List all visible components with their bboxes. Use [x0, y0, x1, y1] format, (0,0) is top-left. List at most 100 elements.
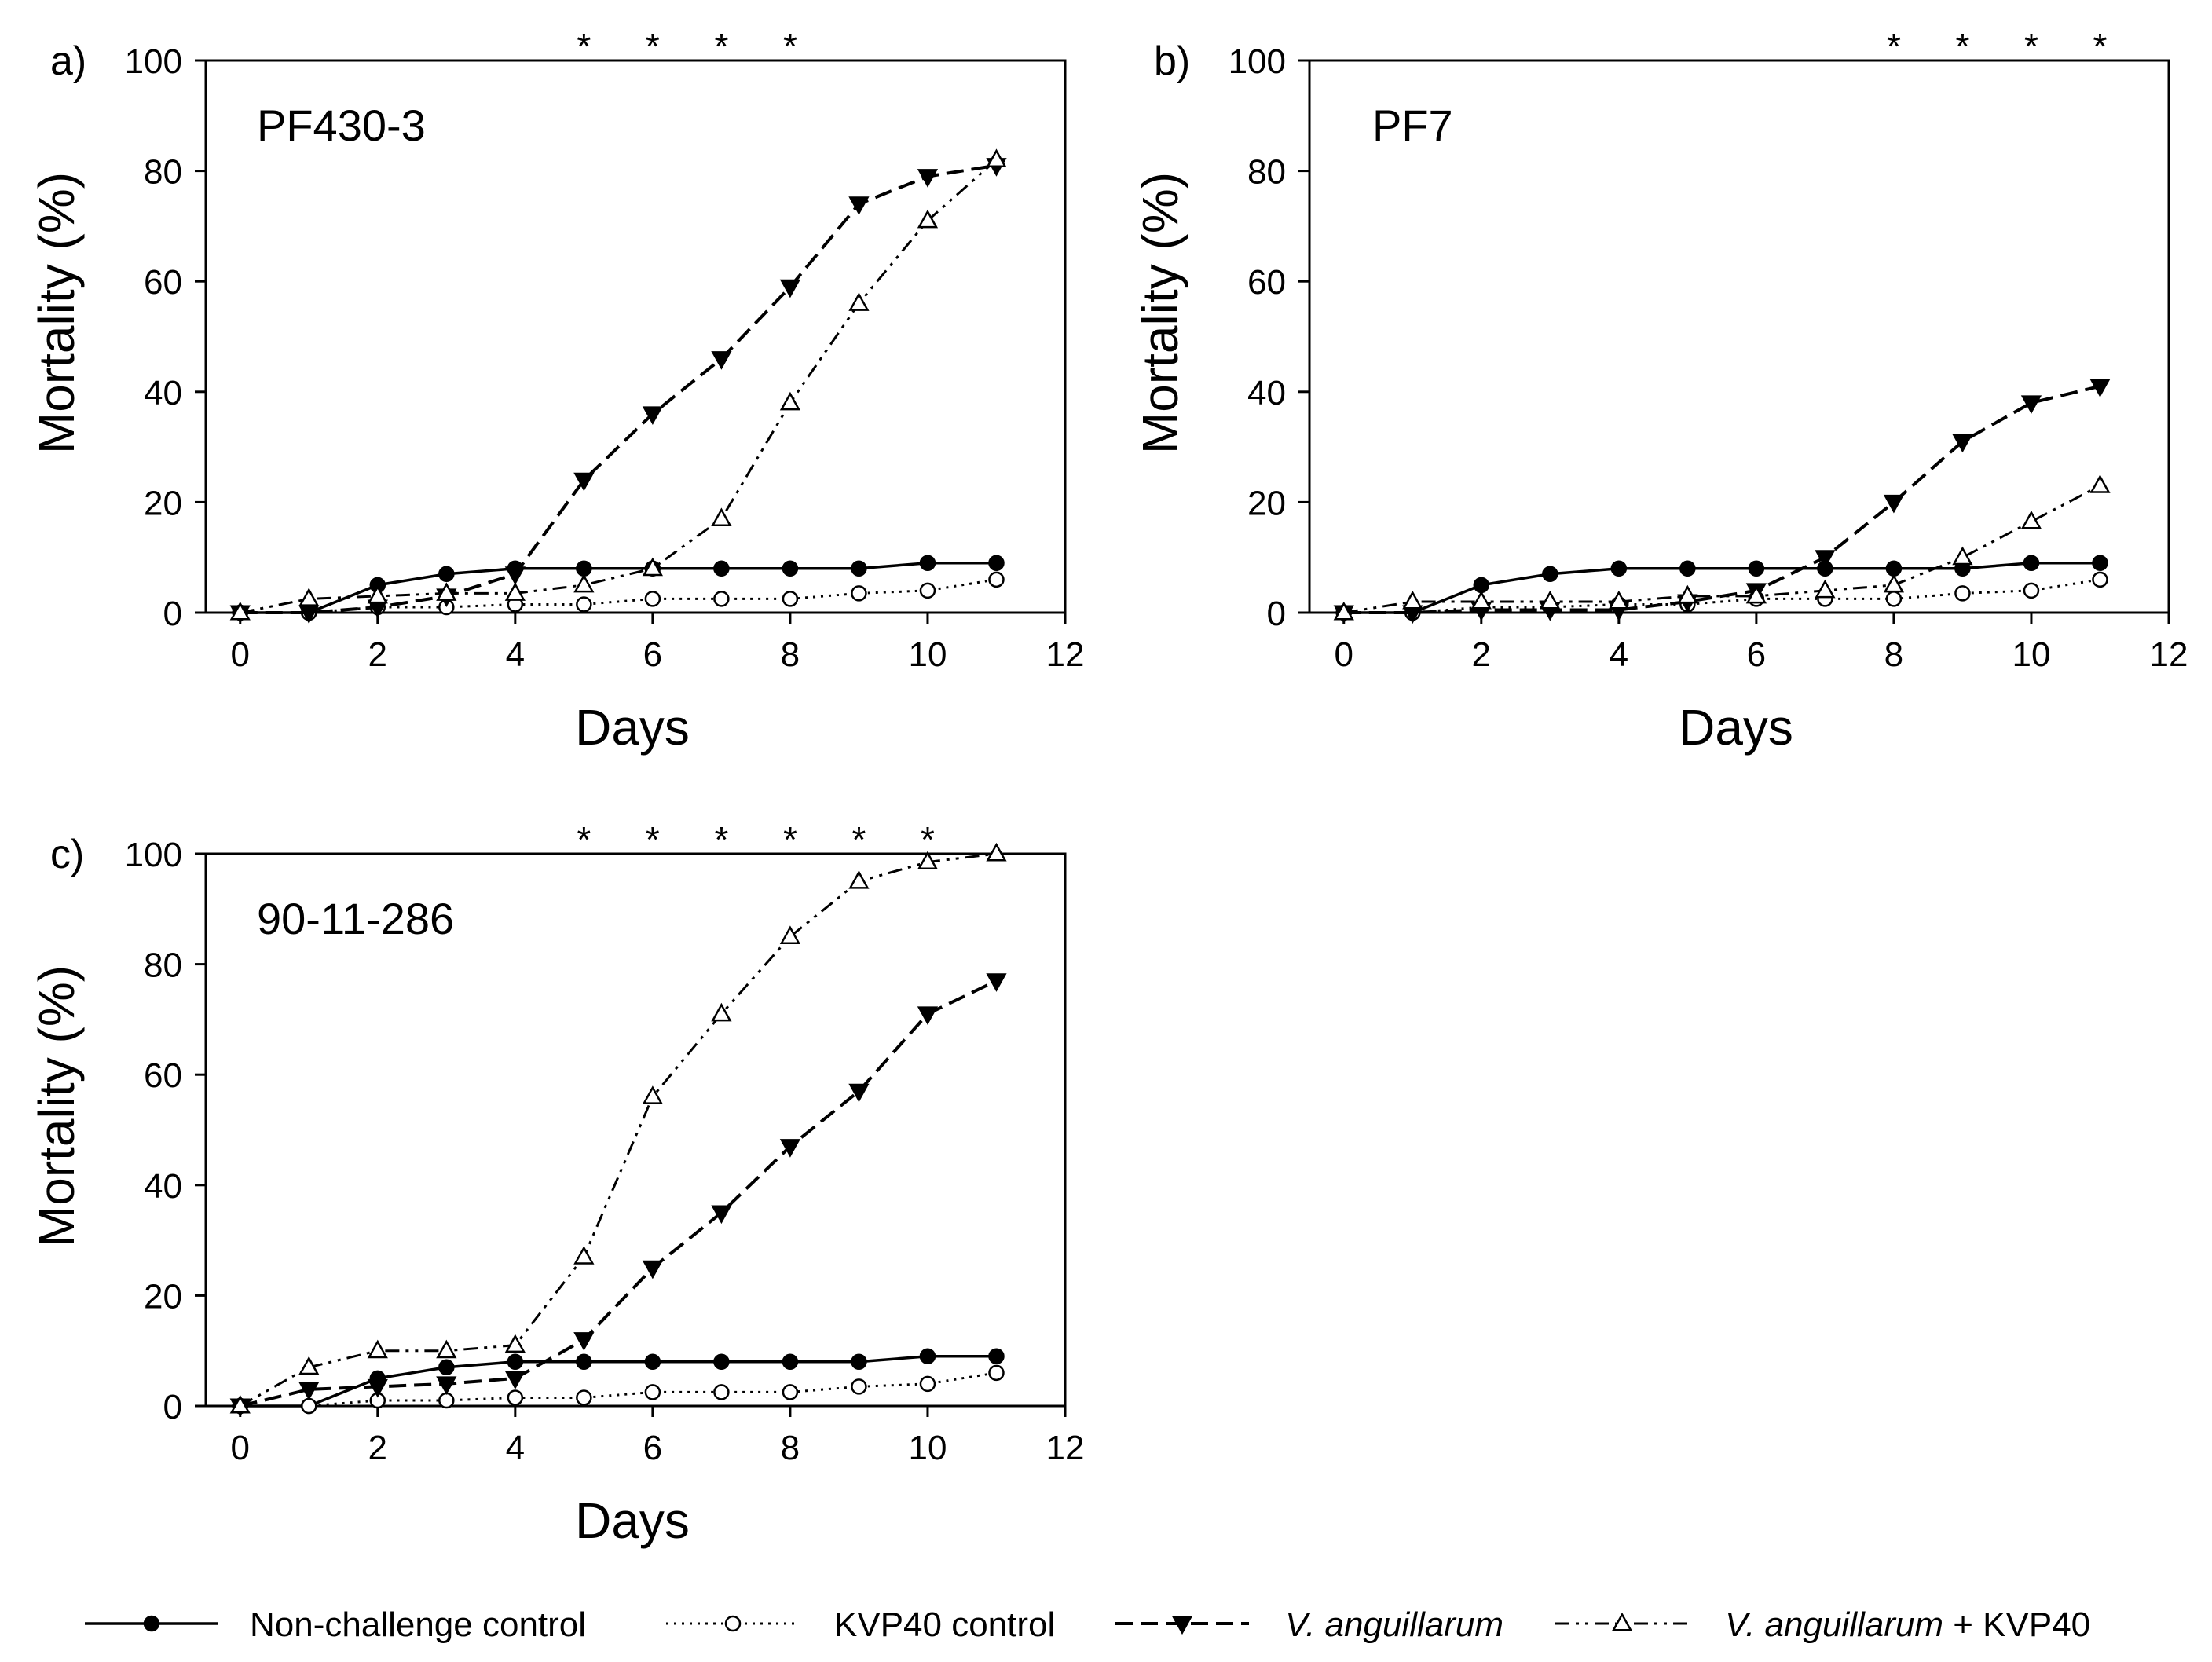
data-point-kvp [782, 1384, 799, 1400]
y-tick-label: 100 [125, 836, 182, 874]
data-point-kvp [713, 591, 730, 607]
data-point-vak [229, 601, 251, 621]
data-point-ncc [2092, 555, 2108, 571]
y-tick-label: 60 [1247, 263, 1286, 302]
x-tick-label: 8 [781, 635, 800, 674]
data-point-va [711, 351, 732, 370]
data-point-vak [1540, 590, 1561, 610]
data-point-vak [1608, 590, 1629, 610]
data-point-ncc [782, 1353, 799, 1371]
legend-marker-kvp [724, 1615, 742, 1632]
data-point-va [986, 973, 1007, 992]
x-tick-label: 4 [1610, 635, 1628, 674]
data-point-kvp [2092, 571, 2108, 588]
data-point-va [848, 1083, 870, 1103]
data-point-ncc [438, 566, 455, 583]
legend-marker-vak [1611, 1612, 1633, 1631]
legend-entry-ncc: Non-challenge control [85, 1605, 586, 1644]
data-point-ncc [576, 1353, 592, 1371]
y-tick-label: 40 [144, 1167, 182, 1206]
data-point-va [917, 1006, 939, 1025]
x-axis-label: Days [575, 699, 690, 756]
plot-frame [1308, 59, 2170, 614]
data-point-ncc [713, 1353, 730, 1371]
data-point-ncc [919, 1348, 936, 1364]
x-tick-label: 10 [908, 1429, 947, 1467]
x-tick-label: 6 [1747, 635, 1766, 674]
significance-star: * [577, 819, 591, 860]
data-point-vak [986, 842, 1007, 862]
data-point-kvp [851, 585, 867, 602]
y-tick-label: 40 [144, 374, 182, 412]
data-point-kvp [713, 1384, 730, 1400]
legend-marker-va [1171, 1616, 1193, 1635]
series-line-vak [1343, 484, 2101, 614]
data-point-kvp [919, 582, 936, 599]
data-point-ncc [507, 1353, 524, 1371]
data-point-ncc [2023, 555, 2040, 571]
data-point-vak [436, 1339, 457, 1359]
strain-label: 90-11-286 [257, 894, 454, 943]
data-point-va [779, 279, 801, 298]
data-point-kvp [988, 1364, 1005, 1382]
y-tick-label: 80 [144, 946, 182, 985]
y-tick-label: 60 [144, 1056, 182, 1095]
data-point-va [1883, 494, 1905, 514]
data-point-va [848, 196, 870, 215]
series-line-va [240, 163, 997, 614]
panel-label: b) [1154, 38, 1190, 84]
series-vak [1333, 474, 2111, 621]
data-point-kvp [507, 1389, 524, 1406]
x-tick-label: 2 [368, 635, 387, 674]
series-line-ncc [240, 1354, 997, 1408]
data-point-vak [1677, 584, 1698, 604]
data-point-vak [298, 1356, 320, 1375]
x-tick-label: 0 [1335, 635, 1353, 674]
data-point-ncc [1885, 560, 1903, 577]
data-point-vak [642, 1085, 664, 1104]
data-point-vak [573, 573, 595, 593]
series-vak [229, 148, 1007, 621]
strain-label: PF430-3 [257, 101, 426, 150]
data-point-vak [986, 148, 1007, 168]
x-tick-label: 12 [2150, 635, 2188, 674]
y-tick-label: 0 [163, 595, 182, 633]
data-point-vak [2089, 474, 2111, 493]
data-point-vak [1470, 590, 1492, 610]
series-va [1333, 379, 2111, 624]
series-line-va [1343, 384, 2100, 614]
legend-entry-va: V. anguillarum [1115, 1605, 1503, 1644]
data-point-vak [229, 1394, 251, 1414]
series-line-ncc [1343, 561, 2100, 614]
y-tick-label: 60 [144, 263, 182, 302]
series-line-vak [240, 159, 998, 614]
strain-label: PF7 [1372, 101, 1453, 150]
data-point-vak [436, 582, 457, 601]
data-point-kvp [2023, 582, 2040, 599]
data-point-va [779, 1139, 801, 1158]
plot-frame [204, 59, 1067, 614]
significance-star: * [783, 26, 797, 67]
y-tick-label: 80 [144, 153, 182, 192]
x-tick-label: 10 [2012, 635, 2050, 674]
data-point-kvp [1885, 591, 1903, 607]
panel-label: c) [50, 832, 84, 877]
data-point-va [436, 1376, 457, 1396]
series-va [229, 973, 1007, 1418]
data-point-vak [642, 557, 664, 577]
legend-label-italic: V. anguillarum [1725, 1605, 1943, 1644]
data-point-vak [367, 584, 388, 604]
data-point-vak [917, 851, 939, 870]
data-point-kvp [644, 1384, 661, 1400]
y-tick-label: 20 [144, 1277, 182, 1316]
legend: Non-challenge control KVP40 control V. ang… [85, 1605, 2090, 1644]
legend-entry-kvp: KVP40 control [666, 1605, 1055, 1644]
significance-star: * [921, 819, 935, 860]
legend-label-vak: V. anguillarum + KVP40 [1725, 1605, 2090, 1644]
panel-c: 0 2 4 6 8 10 12 0 20 40 60 80 100 Days Mortality (%) c)… [28, 819, 1084, 1549]
data-point-vak [573, 1246, 595, 1265]
x-axis-label: Days [575, 1492, 690, 1549]
data-point-kvp [301, 1397, 317, 1415]
x-tick-label: 8 [1884, 635, 1903, 674]
